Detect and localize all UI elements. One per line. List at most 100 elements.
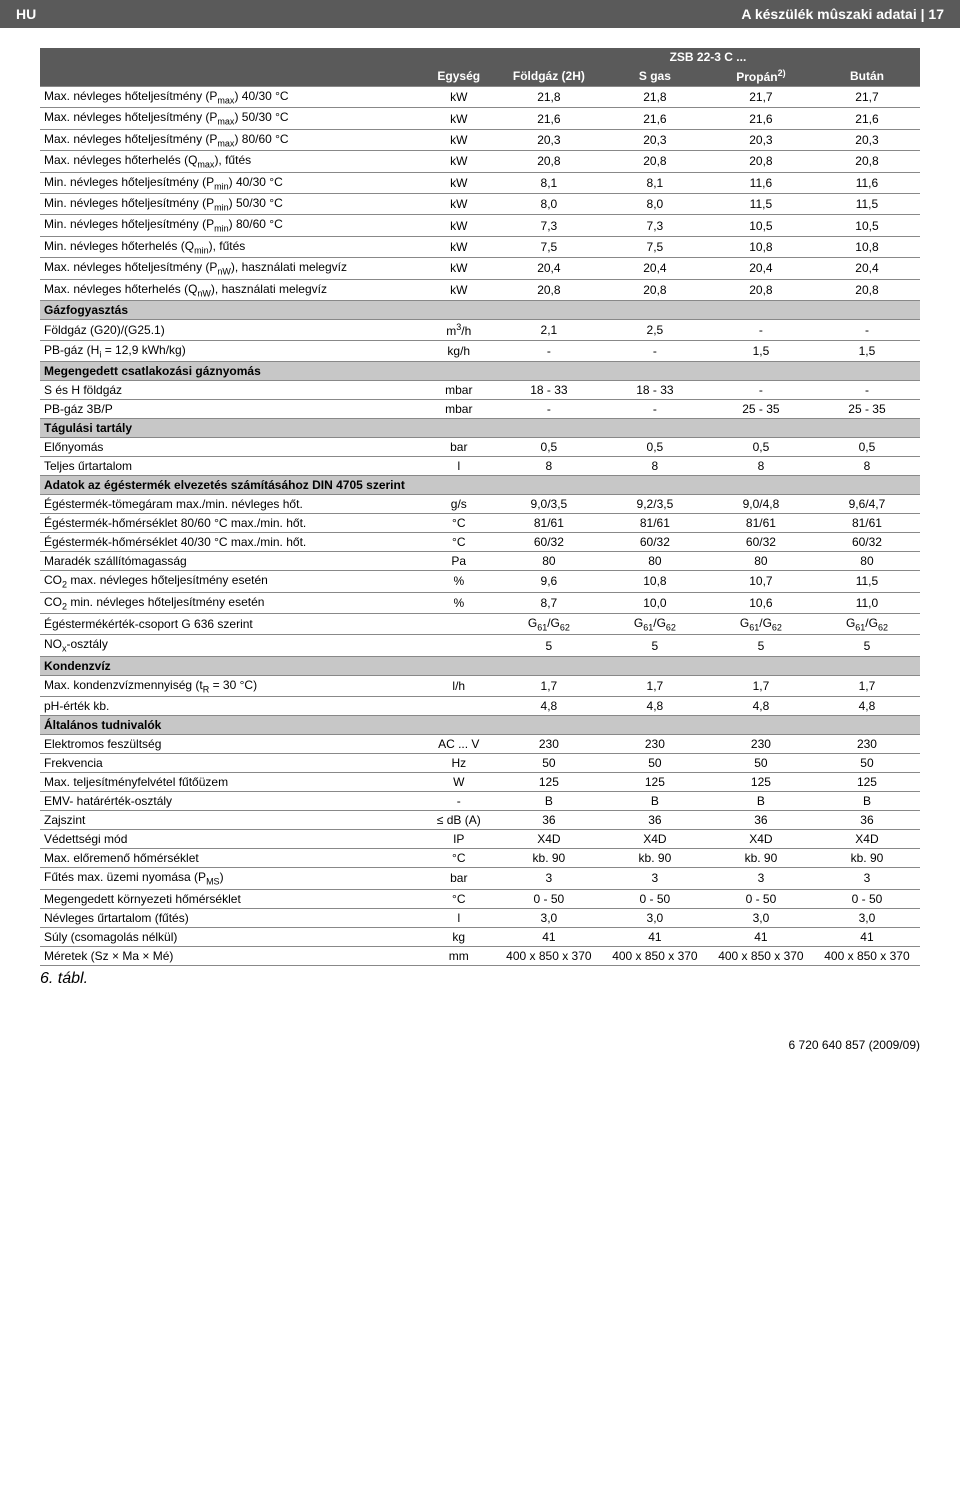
row-label: Fűtés max. üzemi nyomása (PMS)	[40, 868, 422, 889]
data-row: Teljes űrtartaloml8888	[40, 457, 920, 476]
data-row: CO2 min. névleges hőteljesítmény esetén%…	[40, 592, 920, 613]
row-label: NOx-osztály	[40, 635, 422, 656]
row-value: 50	[708, 754, 814, 773]
row-value: 36	[708, 811, 814, 830]
row-value: 0 - 50	[602, 889, 708, 908]
row-value: kb. 90	[814, 849, 920, 868]
row-value: 7,5	[602, 236, 708, 257]
row-unit: °C	[422, 514, 496, 533]
row-value: 125	[708, 773, 814, 792]
data-row: Súly (csomagolás nélkül)kg41414141	[40, 927, 920, 946]
row-value: B	[602, 792, 708, 811]
row-value: 41	[602, 927, 708, 946]
row-value: 10,7	[708, 571, 814, 592]
data-row: CO2 max. névleges hőteljesítmény esetén%…	[40, 571, 920, 592]
row-label: pH-érték kb.	[40, 697, 422, 716]
row-unit: kW	[422, 151, 496, 172]
row-value: kb. 90	[496, 849, 602, 868]
row-label: Min. névleges hőteljesítmény (Pmin) 80/6…	[40, 215, 422, 236]
row-value: 81/61	[814, 514, 920, 533]
footer-docnum: 6 720 640 857 (2009/09)	[789, 1038, 920, 1052]
row-label: Max. névleges hőteljesítmény (Pmax) 50/3…	[40, 108, 422, 129]
row-value: 60/32	[708, 533, 814, 552]
spec-table: ZSB 22-3 C ...EgységFöldgáz (2H)S gasPro…	[40, 48, 920, 966]
row-value: 10,6	[708, 592, 814, 613]
row-unit	[422, 697, 496, 716]
row-value: G61/G62	[602, 614, 708, 635]
row-label: Elektromos feszültség	[40, 735, 422, 754]
data-row: Max. előremenő hőmérséklet°Ckb. 90kb. 90…	[40, 849, 920, 868]
row-value: 20,4	[708, 258, 814, 279]
row-label: Max. névleges hőteljesítmény (PnW), hasz…	[40, 258, 422, 279]
row-value: -	[708, 319, 814, 340]
row-value: 5	[708, 635, 814, 656]
col-header: Propán2)	[708, 66, 814, 87]
row-value: 10,8	[814, 236, 920, 257]
row-value: 21,7	[814, 87, 920, 108]
row-label: S és H földgáz	[40, 381, 422, 400]
row-value: 11,6	[814, 172, 920, 193]
row-value: B	[814, 792, 920, 811]
row-value: 0 - 50	[708, 889, 814, 908]
row-label: PB-gáz (Hi = 12,9 kWh/kg)	[40, 340, 422, 361]
data-row: Elektromos feszültségAC ... V23023023023…	[40, 735, 920, 754]
row-value: 21,8	[602, 87, 708, 108]
row-unit: Hz	[422, 754, 496, 773]
section-row: Adatok az égéstermék elvezetés számításá…	[40, 476, 920, 495]
row-value: 2,5	[602, 319, 708, 340]
row-unit: mbar	[422, 400, 496, 419]
row-value: 10,8	[708, 236, 814, 257]
row-value: 21,6	[602, 108, 708, 129]
row-value: 5	[602, 635, 708, 656]
row-value: 25 - 35	[814, 400, 920, 419]
row-label: Min. névleges hőteljesítmény (Pmin) 50/3…	[40, 193, 422, 214]
col-header: S gas	[602, 66, 708, 87]
row-value: X4D	[496, 830, 602, 849]
data-row: Előnyomásbar0,50,50,50,5	[40, 438, 920, 457]
data-row: PB-gáz 3B/Pmbar--25 - 3525 - 35	[40, 400, 920, 419]
row-value: 80	[814, 552, 920, 571]
row-unit: m3/h	[422, 319, 496, 340]
row-value: 5	[814, 635, 920, 656]
data-row: pH-érték kb.4,84,84,84,8	[40, 697, 920, 716]
row-value: -	[602, 400, 708, 419]
row-label: Max. névleges hőterhelés (Qmax), fűtés	[40, 151, 422, 172]
row-value: 81/61	[708, 514, 814, 533]
row-value: 18 - 33	[496, 381, 602, 400]
row-unit: W	[422, 773, 496, 792]
row-value: 230	[602, 735, 708, 754]
row-value: X4D	[708, 830, 814, 849]
row-value: -	[496, 340, 602, 361]
data-row: Égéstermék-tömegáram max./min. névleges …	[40, 495, 920, 514]
row-unit: mm	[422, 946, 496, 965]
data-row: PB-gáz (Hi = 12,9 kWh/kg)kg/h--1,51,5	[40, 340, 920, 361]
row-label: Égéstermék-hőmérséklet 40/30 °C max./min…	[40, 533, 422, 552]
row-value: 81/61	[496, 514, 602, 533]
row-label: Zajszint	[40, 811, 422, 830]
row-value: 11,0	[814, 592, 920, 613]
row-value: 4,8	[814, 697, 920, 716]
row-value: 1,5	[814, 340, 920, 361]
row-label: Max. névleges hőterhelés (QnW), használa…	[40, 279, 422, 300]
topbar: HU A készülék mûszaki adatai | 17	[0, 0, 960, 28]
topbar-left: HU	[16, 6, 36, 22]
data-row: Min. névleges hőteljesítmény (Pmin) 80/6…	[40, 215, 920, 236]
row-label: Égéstermék-hőmérséklet 80/60 °C max./min…	[40, 514, 422, 533]
row-label: CO2 min. névleges hőteljesítmény esetén	[40, 592, 422, 613]
row-value: G61/G62	[814, 614, 920, 635]
row-label: Súly (csomagolás nélkül)	[40, 927, 422, 946]
data-row: Min. névleges hőteljesítmény (Pmin) 50/3…	[40, 193, 920, 214]
row-value: 3	[602, 868, 708, 889]
row-value: 8,7	[496, 592, 602, 613]
row-label: Maradék szállítómagasság	[40, 552, 422, 571]
row-value: 125	[814, 773, 920, 792]
row-value: 50	[496, 754, 602, 773]
row-value: 1,7	[708, 675, 814, 696]
row-unit: -	[422, 792, 496, 811]
topbar-right: A készülék mûszaki adatai | 17	[741, 6, 944, 22]
row-value: 0 - 50	[814, 889, 920, 908]
row-label: Max. teljesítményfelvétel fűtőüzem	[40, 773, 422, 792]
row-unit: kW	[422, 87, 496, 108]
row-value: 125	[496, 773, 602, 792]
row-label: Méretek (Sz × Ma × Mé)	[40, 946, 422, 965]
